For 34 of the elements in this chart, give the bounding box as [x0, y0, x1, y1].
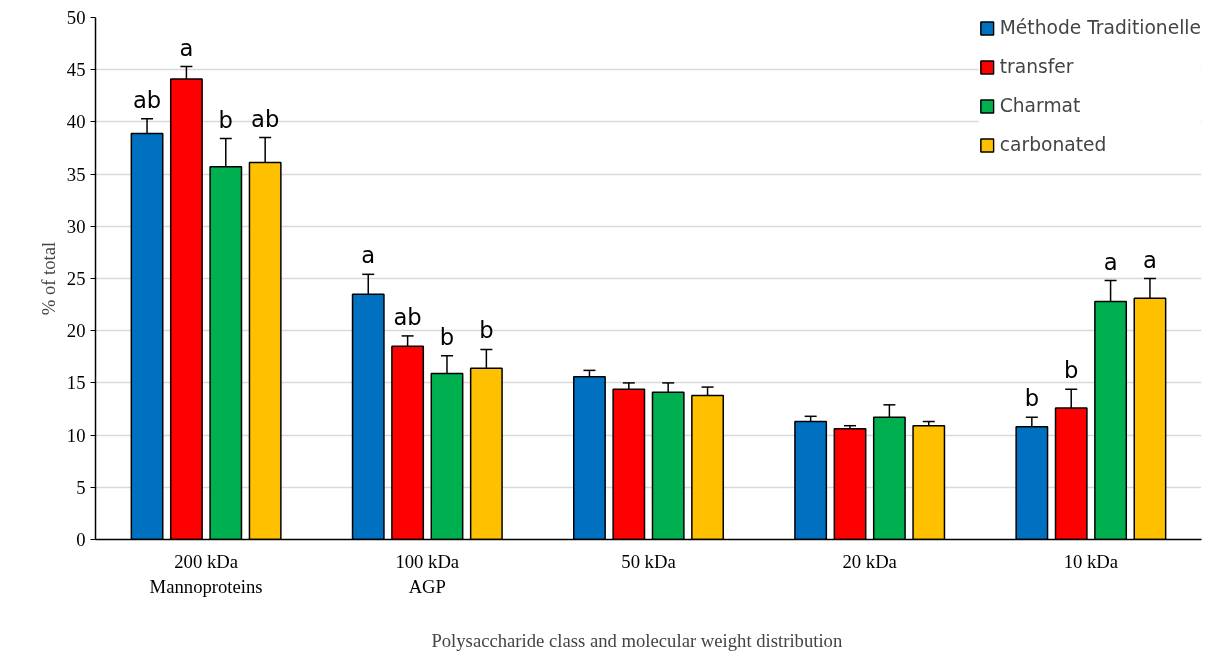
x-tick-label: 200 kDa Mannoproteins	[149, 550, 263, 597]
y-tick-label: 50	[66, 7, 86, 28]
data-label: a	[361, 242, 376, 269]
legend-label: carbonated	[999, 134, 1107, 155]
y-tick-label: 30	[66, 215, 86, 237]
y-tick-label: 0	[76, 529, 86, 550]
y-tick-label: 25	[66, 268, 86, 289]
data-label: b	[218, 106, 233, 133]
y-tick-label: 45	[66, 59, 86, 81]
y-tick-label: 5	[76, 476, 86, 498]
y-tick-label: 15	[66, 372, 86, 394]
x-tick-label: 20 kDa	[842, 550, 898, 572]
y-tick-label: 10	[66, 424, 86, 446]
legend-label: Méthode Traditionelle	[999, 17, 1201, 38]
data-label: a	[1103, 248, 1118, 275]
data-label: a	[1143, 246, 1157, 273]
x-tick-label: 50 kDa	[621, 550, 677, 572]
legend-label: Charmat	[999, 95, 1081, 116]
y-axis-title: % of total	[37, 241, 59, 316]
x-tick-label: 100 kDa AGP	[395, 550, 460, 597]
data-label: ab	[132, 86, 162, 113]
y-tick-label: 20	[66, 320, 86, 342]
legend-label: transfer	[999, 56, 1074, 77]
y-tick-label: 35	[66, 163, 86, 185]
data-label: ab	[251, 105, 280, 132]
x-tick-label: 10 kDa	[1063, 550, 1119, 572]
data-label: b	[1064, 357, 1079, 384]
data-label: b	[1024, 385, 1040, 412]
y-tick-label: 40	[66, 111, 86, 133]
data-label: ab	[393, 303, 422, 330]
data-label: a	[179, 34, 194, 61]
data-label: b	[439, 323, 455, 350]
x-axis-title: Polysaccharide class and molecular weight distribution	[431, 629, 843, 651]
data-label: b	[479, 317, 494, 344]
